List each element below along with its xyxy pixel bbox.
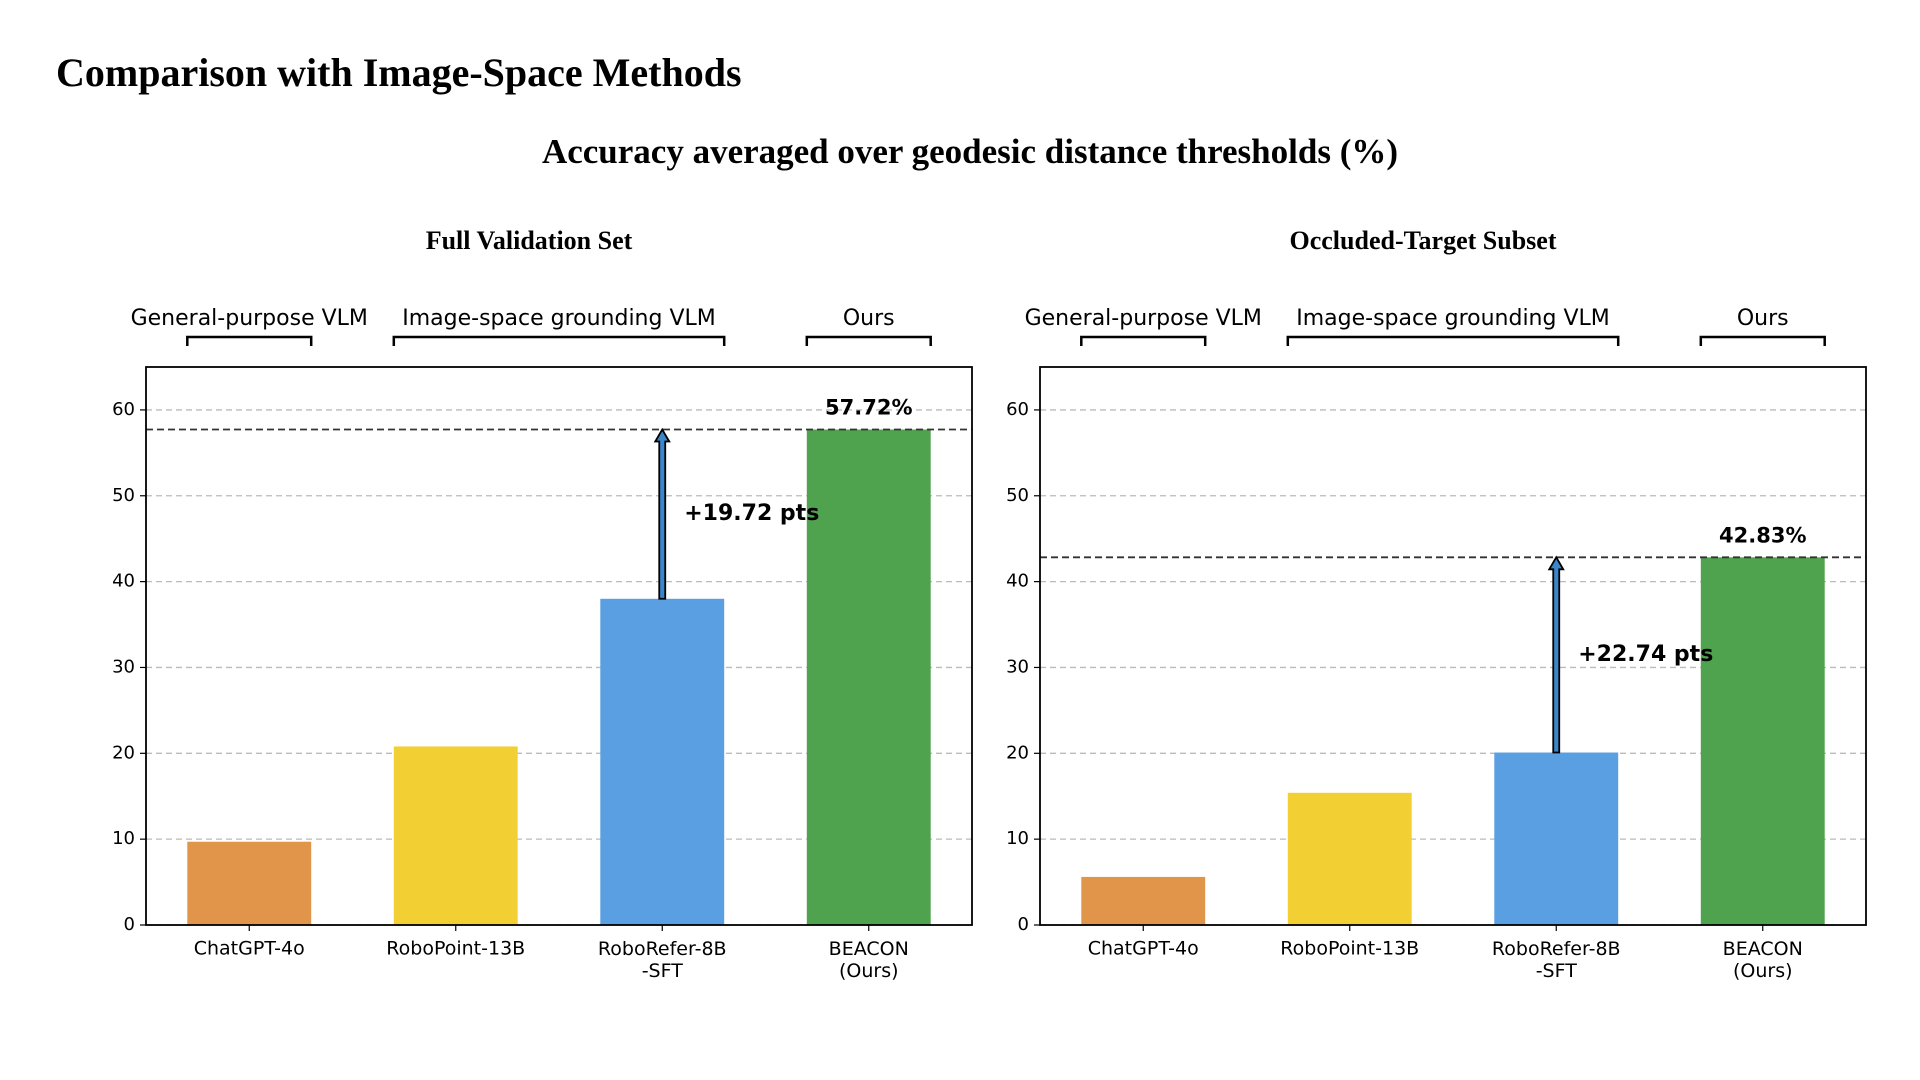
y-tick-label: 20 (1006, 742, 1029, 763)
chart-title: Occluded-Target Subset (1290, 226, 1557, 255)
y-tick-label: 60 (1006, 399, 1029, 420)
gain-arrow (1547, 555, 1565, 754)
group-bracket (805, 335, 932, 346)
x-tick-label: ChatGPT-4o (194, 938, 305, 960)
x-tick-label: RoboPoint-13B (1280, 938, 1419, 960)
y-tick-label: 0 (124, 914, 135, 935)
y-tick-label: 40 (1006, 571, 1029, 592)
group-bracket (392, 335, 726, 346)
gain-label: +22.74 pts (1578, 642, 1713, 667)
x-tick-label: RoboRefer-8B -SFT (1492, 938, 1621, 982)
x-tick-label: BEACON (Ours) (1723, 938, 1803, 982)
x-tick-label: RoboPoint-13B (386, 938, 525, 960)
bar (600, 598, 725, 925)
value-label: 57.72% (825, 395, 912, 419)
y-tick-label: 30 (1006, 656, 1029, 677)
group-label: General-purpose VLM (131, 306, 368, 331)
group-label: Image-space grounding VLM (1296, 306, 1610, 331)
group-label: Image-space grounding VLM (402, 306, 716, 331)
gain-label: +19.72 pts (684, 501, 819, 526)
group-bracket (1286, 335, 1620, 346)
x-tick-label: BEACON (Ours) (829, 938, 909, 982)
page-subtitle: Accuracy averaged over geodesic distance… (542, 132, 1398, 171)
plot-frame (1039, 366, 1867, 926)
gain-arrow (653, 427, 671, 600)
x-tick-label: RoboRefer-8B -SFT (598, 938, 727, 982)
chart-title: Full Validation Set (426, 226, 633, 255)
bar (393, 746, 518, 925)
group-label: Ours (843, 306, 895, 331)
group-bracket (186, 335, 313, 346)
x-tick-label: ChatGPT-4o (1088, 938, 1199, 960)
y-tick-label: 50 (1006, 485, 1029, 506)
bar (1494, 752, 1619, 925)
y-tick-label: 20 (112, 742, 135, 763)
group-label: General-purpose VLM (1025, 306, 1262, 331)
y-tick-label: 10 (112, 828, 135, 849)
y-tick-label: 50 (112, 485, 135, 506)
group-bracket (1080, 335, 1207, 346)
bar (1287, 792, 1412, 925)
y-tick-label: 30 (112, 656, 135, 677)
y-tick-label: 40 (112, 571, 135, 592)
bar (1081, 876, 1206, 925)
y-tick-label: 60 (112, 399, 135, 420)
page-title: Comparison with Image-Space Methods (56, 50, 742, 95)
value-label: 42.83% (1719, 523, 1806, 547)
bar (1700, 557, 1825, 925)
group-bracket (1699, 335, 1826, 346)
bar (187, 841, 312, 925)
bar (806, 429, 931, 925)
plot-frame (145, 366, 973, 926)
group-label: Ours (1737, 306, 1789, 331)
y-tick-label: 10 (1006, 828, 1029, 849)
y-tick-label: 0 (1018, 914, 1029, 935)
